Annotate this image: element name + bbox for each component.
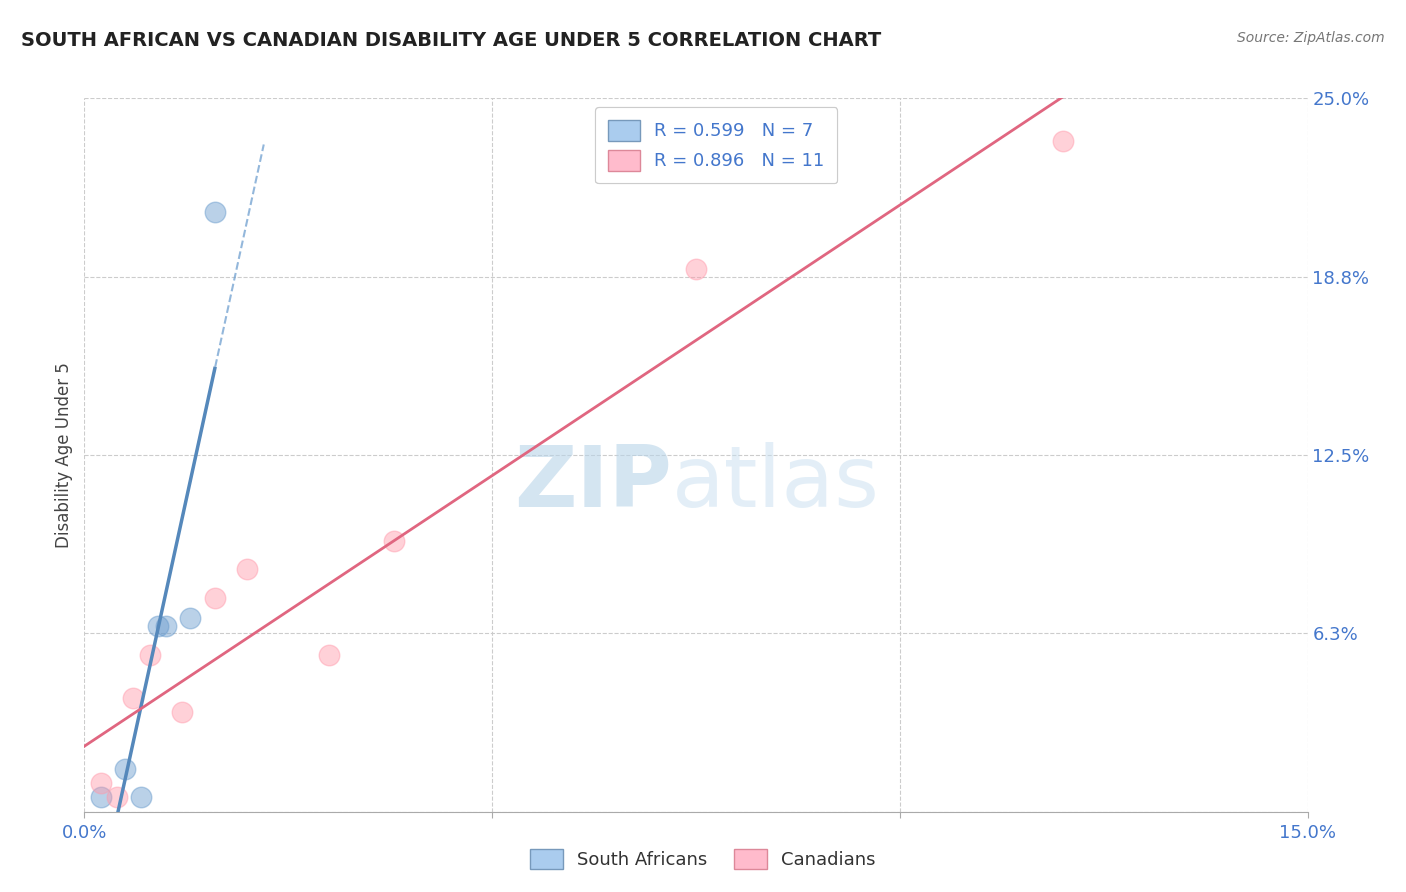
Point [138, 648, 160, 662]
Point [172, 705, 194, 719]
Point [1052, 134, 1074, 148]
Point [204, 205, 226, 219]
Point [155, 619, 177, 633]
Point [318, 648, 340, 662]
Point [382, 533, 405, 548]
Text: ZIP: ZIP [513, 442, 672, 525]
Point [105, 790, 128, 805]
Legend: R = 0.599   N = 7, R = 0.896   N = 11: R = 0.599 N = 7, R = 0.896 N = 11 [595, 107, 838, 183]
Point [122, 690, 145, 705]
Point [90, 776, 112, 790]
Text: atlas: atlas [672, 442, 880, 525]
Point [204, 591, 226, 605]
Point [685, 262, 707, 277]
Point [146, 619, 169, 633]
Point [90, 790, 112, 805]
Y-axis label: Disability Age Under 5: Disability Age Under 5 [55, 362, 73, 548]
Text: Source: ZipAtlas.com: Source: ZipAtlas.com [1237, 31, 1385, 45]
Point [236, 562, 259, 576]
Legend: South Africans, Canadians: South Africans, Canadians [522, 839, 884, 879]
Point [114, 762, 136, 776]
Text: SOUTH AFRICAN VS CANADIAN DISABILITY AGE UNDER 5 CORRELATION CHART: SOUTH AFRICAN VS CANADIAN DISABILITY AGE… [21, 31, 882, 50]
Point [179, 610, 201, 624]
Point [131, 790, 153, 805]
